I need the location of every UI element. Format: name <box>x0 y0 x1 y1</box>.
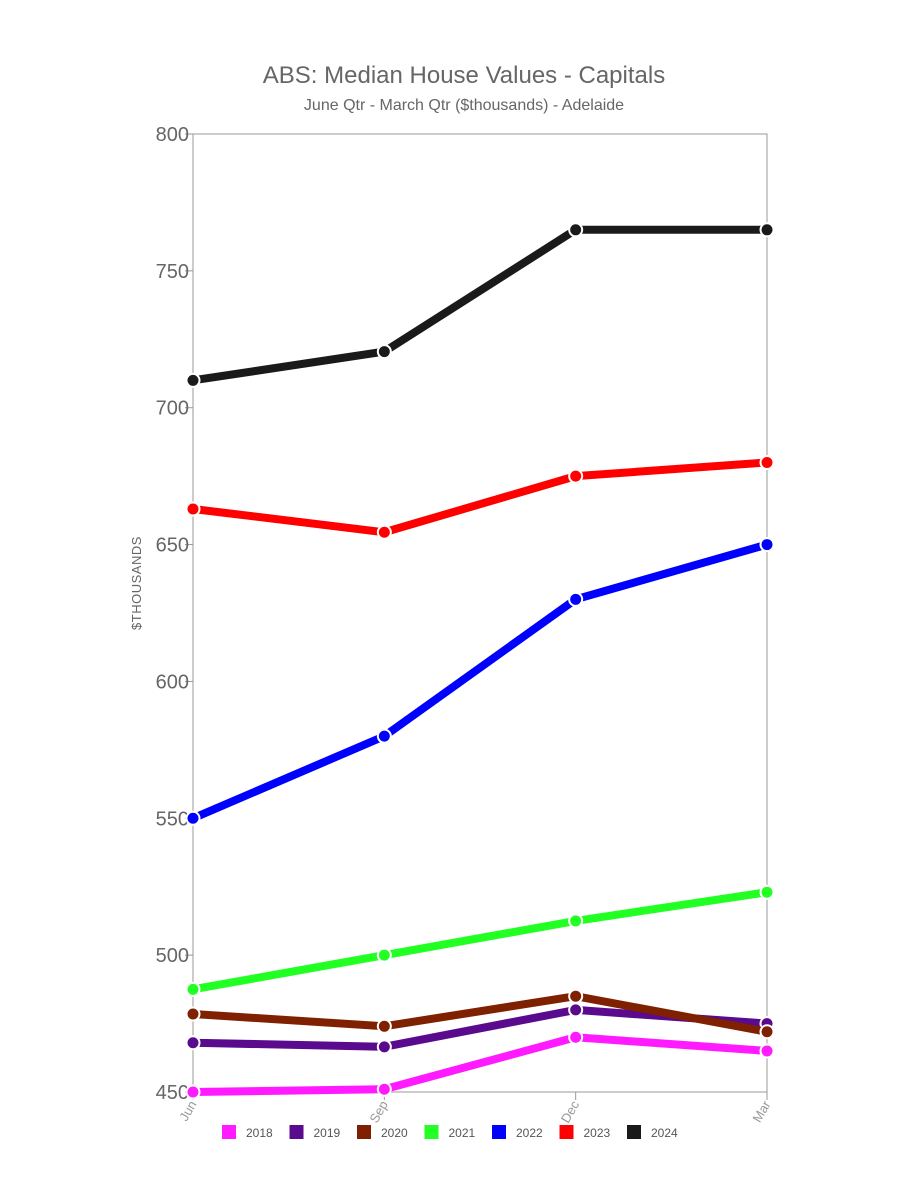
data-point-2020-Sep <box>376 1018 392 1034</box>
y-tick-label: 500 <box>156 945 189 967</box>
data-point-2021-Dec <box>568 913 584 929</box>
data-point-2020-Mar <box>759 1024 775 1040</box>
series-line-2018 <box>189 1033 771 1096</box>
data-point-2023-Sep <box>376 524 392 540</box>
y-tick-label: 550 <box>156 808 189 830</box>
data-point-2019-Sep <box>376 1039 392 1055</box>
legend-label-2019: 2019 <box>314 1126 341 1140</box>
y-tick-label: 700 <box>156 398 189 420</box>
y-tick-label: 650 <box>156 535 189 557</box>
data-point-2021-Mar <box>759 884 775 900</box>
chart-title: ABS: Median House Values - Capitals <box>262 62 666 89</box>
y-tick-label: 750 <box>156 261 189 283</box>
series-line-2022 <box>189 540 771 823</box>
data-point-2019-Jun <box>185 1035 201 1051</box>
legend-label-2022: 2022 <box>516 1126 543 1140</box>
legend-swatch-2021 <box>424 1125 439 1139</box>
data-point-2018-Jun <box>185 1084 201 1100</box>
legend-label-2023: 2023 <box>584 1126 611 1140</box>
data-point-2022-Mar <box>759 537 775 553</box>
data-point-2024-Jun <box>185 372 201 388</box>
series-line-2020 <box>189 992 771 1036</box>
legend-swatch-2019 <box>289 1125 304 1139</box>
legend-label-2024: 2024 <box>651 1126 678 1140</box>
data-point-2018-Dec <box>568 1029 584 1045</box>
data-point-2023-Jun <box>185 501 201 517</box>
data-point-2023-Dec <box>568 468 584 484</box>
series-line-2023 <box>189 458 771 537</box>
x-tick-label: Mar <box>749 1097 774 1124</box>
data-point-2022-Jun <box>185 810 201 826</box>
data-point-2020-Jun <box>185 1006 201 1022</box>
data-point-2024-Dec <box>568 222 584 238</box>
series-line-2021 <box>189 888 771 994</box>
legend-swatch-2024 <box>627 1125 641 1139</box>
legend-swatch-2022 <box>492 1125 506 1139</box>
legend-label-2020: 2020 <box>381 1126 408 1140</box>
legend-swatch-2023 <box>559 1125 574 1139</box>
data-point-2021-Jun <box>185 981 201 997</box>
data-point-2020-Dec <box>568 988 584 1004</box>
data-point-2018-Sep <box>376 1081 392 1097</box>
legend-label-2021: 2021 <box>449 1126 476 1140</box>
x-tick-label: Sep <box>366 1098 391 1126</box>
data-point-2022-Dec <box>568 591 584 607</box>
y-axis-label: $THOUSANDS <box>129 536 144 630</box>
legend-swatch-2020 <box>357 1125 371 1139</box>
chart-subtitle: June Qtr - March Qtr ($thousands) - Adel… <box>303 97 625 114</box>
plot-frame <box>192 133 768 1093</box>
data-point-2021-Sep <box>376 947 392 963</box>
data-point-2024-Sep <box>376 344 392 360</box>
data-point-2019-Dec <box>568 1002 584 1018</box>
y-tick-label: 600 <box>156 671 189 693</box>
x-tick-label: Dec <box>558 1098 583 1126</box>
y-tick-label: 800 <box>156 124 189 146</box>
y-tick-label: 450 <box>156 1082 189 1104</box>
data-point-2023-Mar <box>759 454 775 470</box>
legend-label-2018: 2018 <box>246 1126 273 1140</box>
data-point-2024-Mar <box>759 222 775 238</box>
series-line-2024 <box>189 225 771 385</box>
data-point-2018-Mar <box>759 1043 775 1059</box>
legend-swatch-2018 <box>222 1125 236 1139</box>
data-point-2022-Sep <box>376 728 392 744</box>
